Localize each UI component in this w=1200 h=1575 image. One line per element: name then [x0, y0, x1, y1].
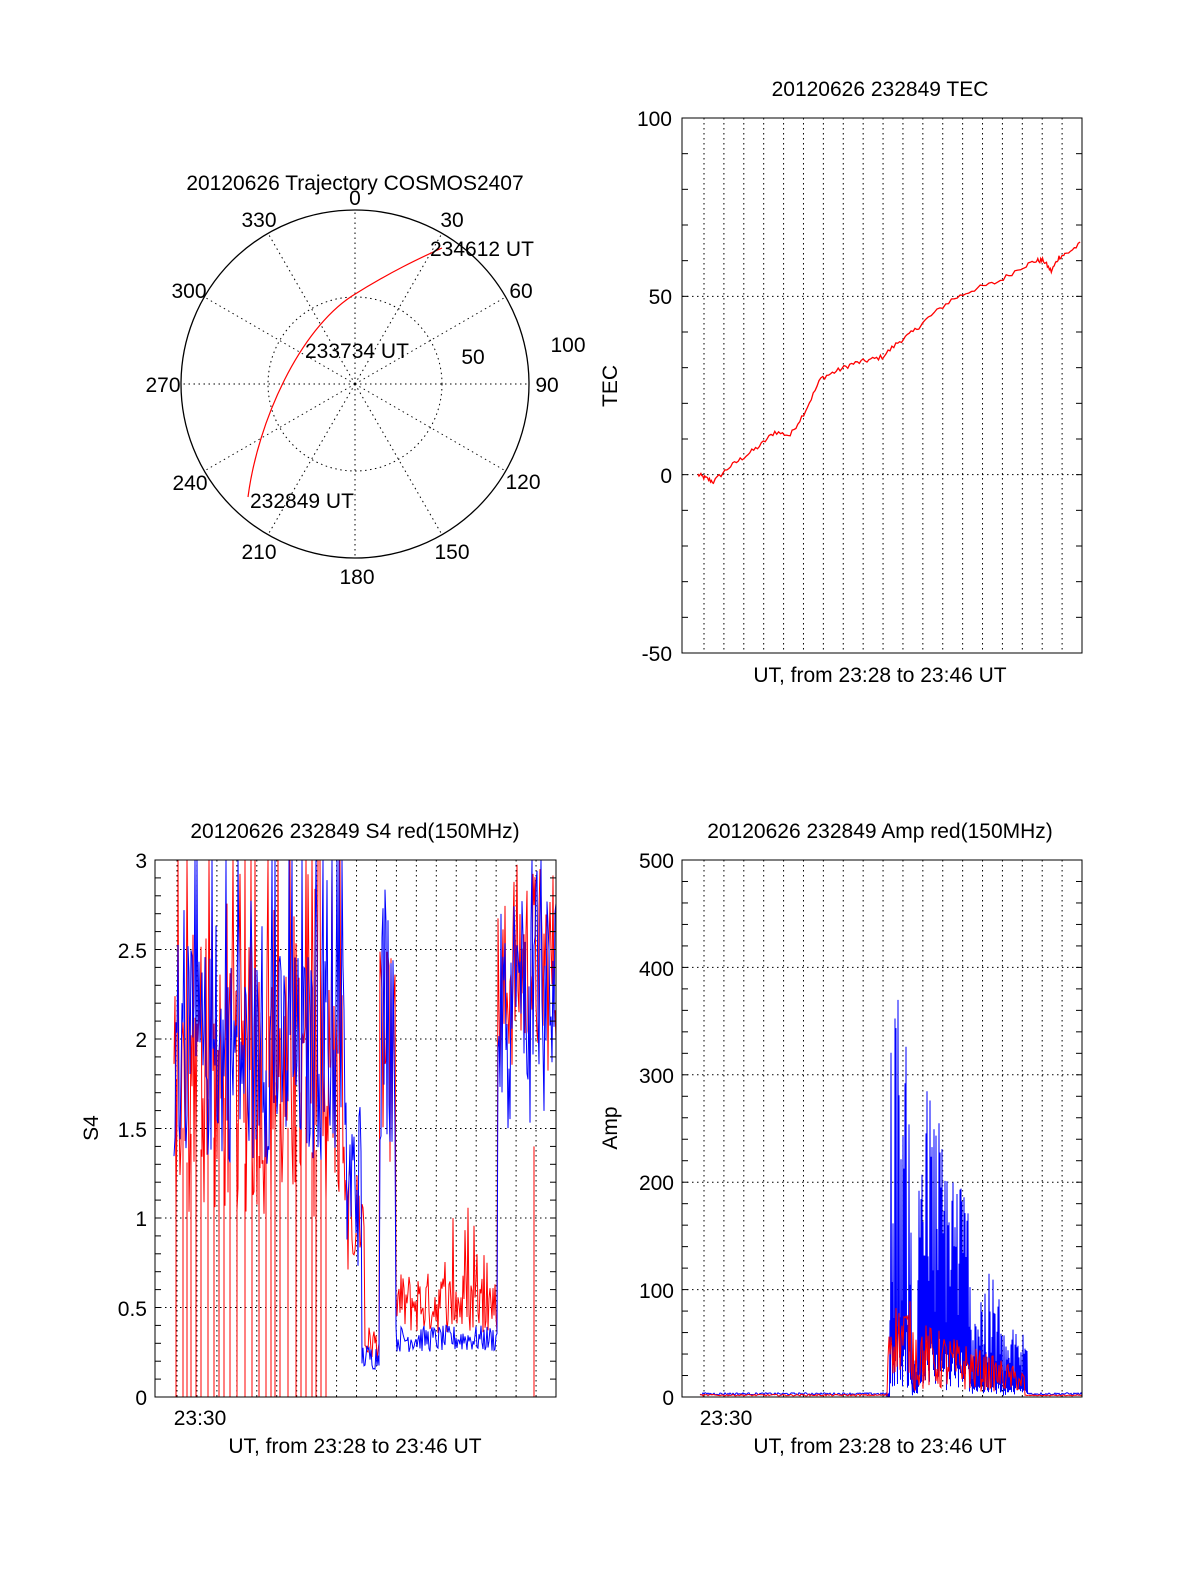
- azimuth-spoke: [267, 383, 356, 535]
- time-label-mid: 233734 UT: [305, 340, 409, 363]
- azimuth-label-330: 330: [241, 209, 276, 232]
- azimuth-spoke: [354, 383, 443, 535]
- amp-red-series: [699, 1301, 1083, 1397]
- trajectory-title: 20120626 Trajectory COSMOS2407: [186, 172, 523, 195]
- s4-ytick-2: 2: [135, 1029, 147, 1052]
- amp-title: 20120626 232849 Amp red(150MHz): [707, 820, 1053, 843]
- tec-plot: 20120626 232849 TEC 100 50 0 -50 UT, fro…: [599, 78, 1083, 687]
- tec-title: 20120626 232849 TEC: [772, 78, 989, 101]
- trajectory-track: [247, 247, 443, 498]
- tec-ytick-neg50: -50: [642, 643, 672, 666]
- s4-minor-ticks: [155, 859, 556, 1398]
- s4-ytick-2-5: 2.5: [118, 940, 147, 963]
- amp-grid: [682, 860, 1082, 1397]
- azimuth-label-300: 300: [171, 280, 206, 303]
- amp-ytick-100: 100: [639, 1280, 674, 1303]
- s4-xlabel: UT, from 23:28 to 23:46 UT: [228, 1435, 481, 1458]
- azimuth-label-270: 270: [145, 374, 180, 397]
- azimuth-label-30: 30: [440, 209, 463, 232]
- trajectory-plot: 20120626 Trajectory COSMOS2407 0 30 60 9…: [145, 172, 585, 589]
- azimuth-label-240: 240: [172, 472, 207, 495]
- azimuth-spoke: [354, 383, 506, 472]
- amp-plot-frame: [681, 859, 1083, 1398]
- azimuth-spoke: [354, 233, 443, 385]
- amp-xlabel: UT, from 23:28 to 23:46 UT: [753, 1435, 1006, 1458]
- s4-blue-series: [173, 859, 557, 1371]
- s4-title: 20120626 232849 S4 red(150MHz): [190, 820, 519, 843]
- tec-xlabel: UT, from 23:28 to 23:46 UT: [753, 664, 1006, 687]
- elevation-ring-50: [267, 296, 443, 472]
- horizon-circle: [180, 209, 530, 559]
- tec-ylabel: TEC: [599, 365, 622, 407]
- amp-minor-ticks: [682, 859, 1082, 1398]
- azimuth-label-210: 210: [241, 541, 276, 564]
- elevation-label-100: 100: [550, 334, 585, 357]
- tec-series-line: [697, 241, 1081, 485]
- s4-xtick-2330: 23:30: [174, 1407, 227, 1430]
- elevation-label-50: 50: [461, 346, 484, 369]
- azimuth-spoke: [354, 296, 506, 385]
- amp-ytick-200: 200: [639, 1172, 674, 1195]
- s4-ytick-1: 1: [135, 1208, 147, 1231]
- amp-ylabel: Amp: [599, 1106, 622, 1149]
- azimuth-label-90: 90: [535, 374, 558, 397]
- tec-ytick-0: 0: [660, 465, 672, 488]
- azimuth-label-120: 120: [505, 471, 540, 494]
- azimuth-label-180: 180: [339, 566, 374, 589]
- time-label-end: 234612 UT: [430, 238, 534, 261]
- amp-ytick-400: 400: [639, 958, 674, 981]
- azimuth-label-0: 0: [349, 187, 361, 210]
- time-label-start: 232849 UT: [250, 490, 354, 513]
- tec-plot-frame: [681, 117, 1083, 654]
- tec-ytick-100: 100: [637, 108, 672, 131]
- s4-ytick-0: 0: [135, 1387, 147, 1410]
- s4-plot: 20120626 232849 S4 red(150MHz) 3 2.5 2 1…: [80, 820, 557, 1458]
- azimuth-spokes: [181, 210, 529, 558]
- s4-red-spikes: [175, 1065, 535, 1397]
- amp-ytick-300: 300: [639, 1065, 674, 1088]
- tec-grid: [682, 118, 1082, 653]
- s4-ytick-0-5: 0.5: [118, 1298, 147, 1321]
- tec-minor-ticks: [682, 117, 1082, 654]
- s4-ytick-1-5: 1.5: [118, 1119, 147, 1142]
- s4-ylabel: S4: [80, 1115, 103, 1141]
- amp-plot: 20120626 232849 Amp red(150MHz) 500 400 …: [599, 820, 1083, 1458]
- azimuth-label-150: 150: [434, 541, 469, 564]
- amp-ytick-500: 500: [639, 850, 674, 873]
- tec-ytick-50: 50: [649, 286, 672, 309]
- azimuth-spoke: [204, 296, 356, 385]
- amp-ytick-0: 0: [662, 1387, 674, 1410]
- s4-red-series: [173, 859, 557, 1361]
- s4-ytick-3: 3: [135, 850, 147, 873]
- azimuth-spoke: [204, 383, 356, 472]
- azimuth-spoke: [267, 233, 356, 385]
- amp-xtick-2330: 23:30: [700, 1407, 753, 1430]
- azimuth-label-60: 60: [509, 280, 532, 303]
